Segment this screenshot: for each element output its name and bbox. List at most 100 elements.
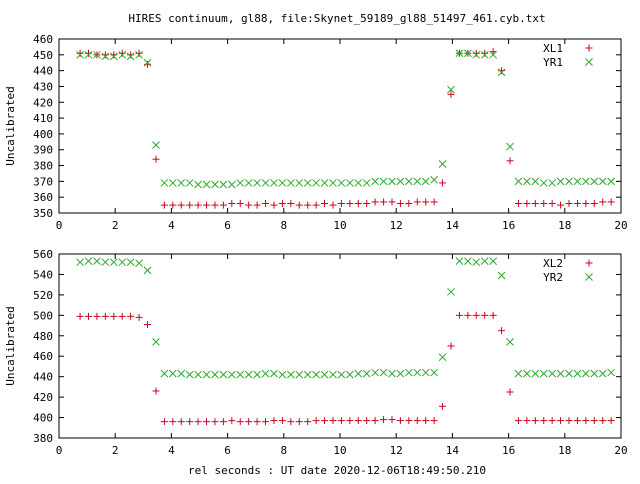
cross-b [506,142,514,151]
legend-label: XL2 [543,257,563,270]
cross-b [219,180,228,189]
data-point [590,417,598,425]
data-point [337,417,345,425]
top-panel: 0 2 4 6 8 10 12 14 16 18 20 350 360 370 380 390 400 410 42… [4,33,628,232]
data-point [413,368,422,377]
cross-b [227,370,236,379]
cross-b [497,68,506,77]
data-point [127,51,135,59]
data-point [548,200,556,208]
data-point [203,418,211,426]
cross-b [354,369,363,378]
data-point [404,177,413,186]
data-point [607,368,616,377]
cross-b [438,353,447,362]
data-point [531,417,539,425]
data-point [539,179,548,187]
cross-b [396,177,405,186]
x-tick-label: 16 [502,219,515,232]
cross-b [379,368,388,377]
data-point [253,201,261,209]
data-point [405,417,413,425]
data-point [565,369,573,378]
data-point [540,417,548,425]
data-point [354,200,362,208]
y-tick-label: 380 [33,160,53,173]
data-point [286,179,295,187]
cross-b [345,179,354,187]
data-point [194,418,202,426]
data-point [185,179,194,187]
series-yr2 [76,257,616,379]
data-point [76,49,84,57]
data-point [396,177,405,186]
data-point [607,417,615,425]
data-point [303,370,312,379]
data-point [168,369,177,378]
data-point [413,417,421,425]
data-point [480,50,489,59]
cross-b [177,179,186,187]
cross-b [404,368,413,377]
data-point [422,417,430,425]
data-point [489,50,497,59]
cross-b [168,369,177,378]
data-point [236,200,244,208]
data-point [303,179,312,187]
data-point [565,177,573,186]
data-point [430,198,438,206]
data-point [169,201,177,209]
cross-b [185,179,194,187]
data-point [337,179,346,187]
data-point [109,52,118,61]
cross-b [211,180,219,189]
data-point [295,201,303,209]
data-point [211,370,219,379]
cross-b [236,370,245,379]
data-point [565,200,573,208]
cross-b [109,258,118,267]
data-point [270,417,278,425]
data-point [573,177,582,186]
data-point [312,179,320,187]
cross-b [585,58,593,66]
data-point [236,179,245,187]
data-point [565,417,573,425]
y-tick-label: 560 [33,248,53,261]
data-point [346,417,354,425]
data-point [143,58,152,67]
cross-b [135,50,143,59]
cross-b [480,50,489,59]
data-point [329,417,337,425]
cross-b [101,258,110,267]
data-point [101,51,109,59]
cross-b [84,257,93,266]
y-tick-label: 460 [33,33,53,46]
cross-b [84,50,93,59]
cross-b [135,259,143,268]
data-point [168,179,177,187]
x-tick-label: 12 [390,444,403,457]
cross-b [278,179,287,187]
y-tick-label: 440 [33,371,53,384]
data-point [506,388,514,396]
cross-b [270,369,278,378]
data-point [287,418,295,426]
cross-b [607,177,616,186]
data-point [152,155,160,163]
data-point [523,200,531,208]
x-tick-label: 6 [224,444,231,457]
data-point [514,417,522,425]
cross-b [185,370,194,379]
data-point [329,370,337,379]
data-point [320,370,329,379]
y-tick-label: 400 [33,412,53,425]
data-point [523,417,531,425]
data-point [160,201,168,209]
data-point [582,417,590,425]
y-tick-label: 410 [33,112,53,125]
data-point [287,200,295,208]
cross-b [455,257,464,266]
data-point [439,402,447,410]
data-point [464,311,472,319]
